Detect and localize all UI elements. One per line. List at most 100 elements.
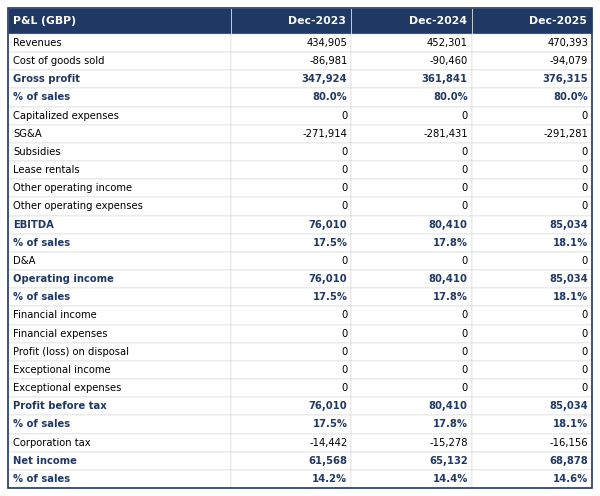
Text: Other operating income: Other operating income: [13, 184, 132, 193]
Bar: [231, 197, 352, 216]
Bar: [231, 216, 352, 234]
Bar: [472, 234, 592, 252]
Text: Revenues: Revenues: [13, 38, 62, 48]
Bar: [231, 179, 352, 197]
Bar: [8, 270, 231, 288]
Text: 18.1%: 18.1%: [553, 292, 588, 302]
Bar: [352, 216, 472, 234]
Bar: [352, 470, 472, 488]
Bar: [231, 8, 352, 34]
Bar: [352, 124, 472, 143]
Text: Gross profit: Gross profit: [13, 74, 80, 84]
Bar: [8, 252, 231, 270]
Text: Subsidies: Subsidies: [13, 147, 61, 157]
Text: 0: 0: [341, 365, 347, 375]
Bar: [352, 252, 472, 270]
Bar: [231, 52, 352, 70]
Bar: [231, 34, 352, 52]
Bar: [231, 107, 352, 124]
Text: 61,568: 61,568: [308, 456, 347, 466]
Text: % of sales: % of sales: [13, 292, 70, 302]
Text: 80,410: 80,410: [429, 401, 467, 411]
Text: 0: 0: [582, 329, 588, 339]
Bar: [472, 415, 592, 434]
Text: 80.0%: 80.0%: [433, 92, 467, 103]
Bar: [231, 379, 352, 397]
Bar: [352, 361, 472, 379]
Text: Corporation tax: Corporation tax: [13, 437, 91, 447]
Bar: [8, 124, 231, 143]
Bar: [231, 70, 352, 88]
Bar: [231, 234, 352, 252]
Bar: [352, 143, 472, 161]
Bar: [472, 143, 592, 161]
Text: 68,878: 68,878: [549, 456, 588, 466]
Text: 0: 0: [461, 256, 467, 266]
Text: 470,393: 470,393: [547, 38, 588, 48]
Text: 434,905: 434,905: [307, 38, 347, 48]
Text: 14.4%: 14.4%: [433, 474, 467, 484]
Bar: [352, 52, 472, 70]
Bar: [8, 343, 231, 361]
Text: 0: 0: [461, 383, 467, 393]
Text: 14.6%: 14.6%: [553, 474, 588, 484]
Bar: [472, 361, 592, 379]
Text: 80.0%: 80.0%: [553, 92, 588, 103]
Text: 0: 0: [582, 256, 588, 266]
Text: 0: 0: [341, 347, 347, 357]
Text: 0: 0: [461, 310, 467, 320]
Text: -86,981: -86,981: [309, 56, 347, 66]
Text: 0: 0: [341, 165, 347, 175]
Bar: [231, 161, 352, 179]
Text: 0: 0: [341, 111, 347, 121]
Bar: [352, 88, 472, 107]
Bar: [352, 324, 472, 343]
Text: 0: 0: [461, 201, 467, 211]
Bar: [8, 434, 231, 452]
Bar: [8, 452, 231, 470]
Bar: [352, 34, 472, 52]
Bar: [8, 34, 231, 52]
Text: 0: 0: [582, 365, 588, 375]
Bar: [472, 434, 592, 452]
Bar: [472, 379, 592, 397]
Bar: [472, 452, 592, 470]
Bar: [352, 307, 472, 324]
Text: 0: 0: [461, 329, 467, 339]
Bar: [472, 288, 592, 307]
Text: 0: 0: [341, 147, 347, 157]
Text: 0: 0: [461, 111, 467, 121]
Text: 0: 0: [461, 347, 467, 357]
Bar: [231, 452, 352, 470]
Bar: [8, 234, 231, 252]
Text: 17.5%: 17.5%: [313, 420, 347, 430]
Bar: [231, 397, 352, 415]
Bar: [8, 143, 231, 161]
Bar: [231, 324, 352, 343]
Text: 85,034: 85,034: [549, 401, 588, 411]
Bar: [472, 397, 592, 415]
Text: 0: 0: [341, 329, 347, 339]
Bar: [352, 379, 472, 397]
Text: 0: 0: [341, 256, 347, 266]
Text: SG&A: SG&A: [13, 129, 42, 139]
Text: 0: 0: [461, 184, 467, 193]
Bar: [231, 252, 352, 270]
Bar: [352, 415, 472, 434]
Text: -291,281: -291,281: [543, 129, 588, 139]
Bar: [352, 288, 472, 307]
Bar: [352, 452, 472, 470]
Text: 0: 0: [582, 347, 588, 357]
Text: -15,278: -15,278: [429, 437, 467, 447]
Bar: [472, 470, 592, 488]
Bar: [472, 197, 592, 216]
Text: P&L (GBP): P&L (GBP): [13, 16, 76, 26]
Text: 347,924: 347,924: [302, 74, 347, 84]
Text: 17.8%: 17.8%: [433, 292, 467, 302]
Text: 0: 0: [582, 201, 588, 211]
Text: -16,156: -16,156: [550, 437, 588, 447]
Bar: [8, 161, 231, 179]
Bar: [472, 179, 592, 197]
Text: 80,410: 80,410: [429, 274, 467, 284]
Bar: [352, 179, 472, 197]
